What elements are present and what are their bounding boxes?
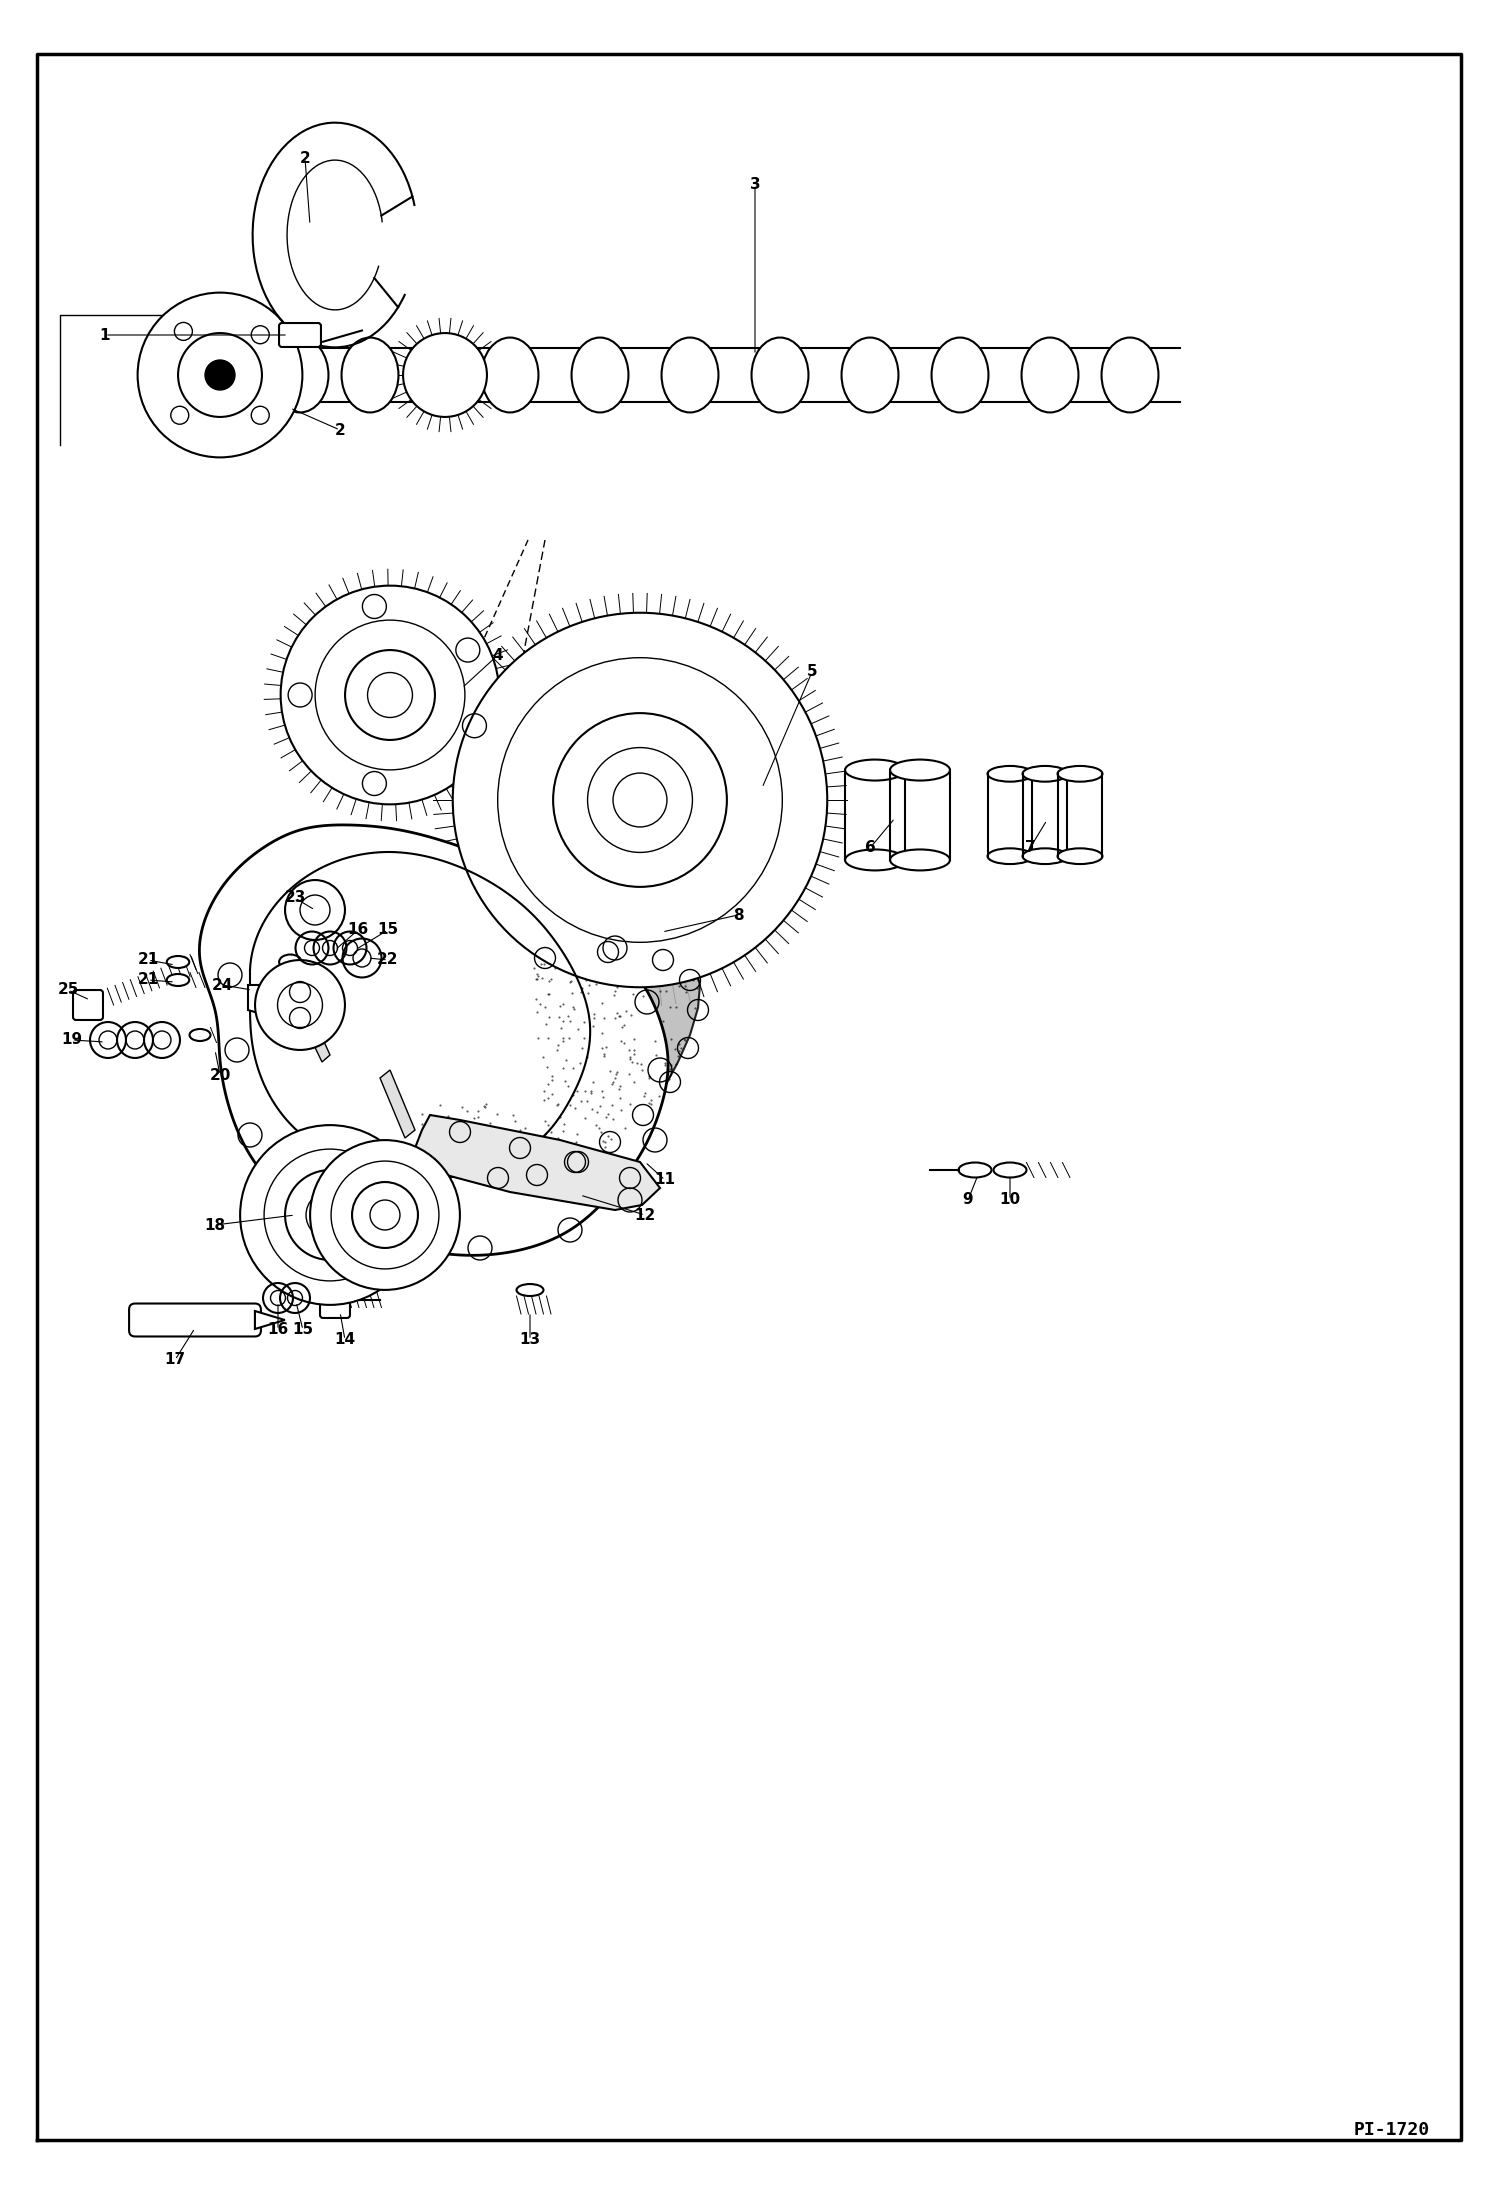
- Text: 2: 2: [300, 151, 310, 165]
- Text: 23: 23: [285, 891, 306, 906]
- Text: 19: 19: [61, 1033, 82, 1047]
- Text: 11: 11: [655, 1172, 676, 1187]
- FancyBboxPatch shape: [279, 323, 321, 347]
- Text: 5: 5: [807, 665, 818, 680]
- Ellipse shape: [1023, 766, 1068, 781]
- Text: 12: 12: [634, 1207, 656, 1222]
- Text: 22: 22: [377, 952, 398, 968]
- Text: 16: 16: [348, 921, 369, 937]
- Text: 15: 15: [377, 921, 398, 937]
- Polygon shape: [380, 1071, 415, 1139]
- Circle shape: [240, 1126, 419, 1305]
- Ellipse shape: [1022, 338, 1079, 412]
- FancyBboxPatch shape: [321, 1281, 351, 1319]
- Text: 21: 21: [138, 952, 159, 968]
- Text: 15: 15: [292, 1323, 313, 1338]
- Text: 1: 1: [100, 327, 111, 342]
- Text: 7: 7: [1025, 840, 1035, 856]
- Text: 8: 8: [733, 908, 743, 921]
- Text: 3: 3: [749, 178, 761, 193]
- Text: 25: 25: [57, 983, 79, 998]
- Ellipse shape: [752, 338, 809, 412]
- Text: 17: 17: [165, 1352, 186, 1367]
- Polygon shape: [199, 825, 668, 1255]
- Text: 9: 9: [963, 1194, 974, 1207]
- Ellipse shape: [517, 1283, 544, 1297]
- Text: 4: 4: [493, 647, 503, 663]
- Ellipse shape: [412, 338, 469, 412]
- Ellipse shape: [1058, 849, 1103, 864]
- FancyBboxPatch shape: [73, 989, 103, 1020]
- Ellipse shape: [279, 972, 301, 987]
- Ellipse shape: [166, 957, 189, 968]
- Circle shape: [138, 292, 303, 456]
- Ellipse shape: [271, 338, 328, 412]
- Ellipse shape: [987, 849, 1032, 864]
- Ellipse shape: [987, 766, 1032, 781]
- Text: 14: 14: [334, 1332, 355, 1347]
- Polygon shape: [415, 1115, 661, 1211]
- Ellipse shape: [890, 849, 950, 871]
- Polygon shape: [415, 948, 700, 1187]
- Circle shape: [310, 1141, 460, 1290]
- Ellipse shape: [993, 1163, 1026, 1178]
- Ellipse shape: [932, 338, 989, 412]
- Text: 24: 24: [211, 979, 232, 992]
- Text: 16: 16: [267, 1323, 289, 1338]
- Text: 20: 20: [210, 1068, 231, 1082]
- Text: 21: 21: [138, 972, 159, 987]
- Ellipse shape: [1101, 338, 1158, 412]
- Ellipse shape: [279, 954, 301, 970]
- Text: 2: 2: [334, 423, 346, 437]
- Ellipse shape: [845, 849, 905, 871]
- Ellipse shape: [890, 759, 950, 781]
- Text: 6: 6: [864, 840, 875, 856]
- Text: 18: 18: [204, 1218, 226, 1233]
- Ellipse shape: [166, 974, 189, 985]
- Polygon shape: [300, 1009, 330, 1062]
- Circle shape: [280, 586, 499, 805]
- Text: PI-1720: PI-1720: [1354, 2122, 1431, 2139]
- Circle shape: [403, 333, 487, 417]
- Ellipse shape: [959, 1163, 992, 1178]
- Circle shape: [452, 612, 827, 987]
- Ellipse shape: [845, 759, 905, 781]
- Circle shape: [255, 961, 345, 1051]
- Ellipse shape: [662, 338, 719, 412]
- Text: 10: 10: [999, 1194, 1020, 1207]
- Text: 13: 13: [520, 1332, 541, 1347]
- Ellipse shape: [1023, 849, 1068, 864]
- FancyBboxPatch shape: [129, 1303, 261, 1336]
- Ellipse shape: [481, 338, 538, 412]
- Ellipse shape: [342, 338, 398, 412]
- Ellipse shape: [1058, 766, 1103, 781]
- Ellipse shape: [842, 338, 899, 412]
- Polygon shape: [255, 1312, 285, 1330]
- Ellipse shape: [190, 1029, 211, 1040]
- Circle shape: [205, 360, 235, 391]
- Polygon shape: [249, 985, 276, 1016]
- Ellipse shape: [572, 338, 629, 412]
